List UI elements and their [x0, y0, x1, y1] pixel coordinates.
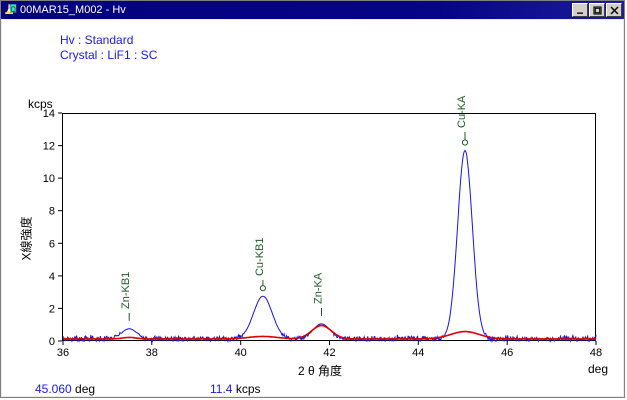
svg-text:42: 42 — [323, 347, 335, 359]
svg-text:8: 8 — [49, 206, 55, 218]
svg-text:2: 2 — [49, 303, 55, 315]
svg-text:40: 40 — [235, 347, 247, 359]
svg-text:44: 44 — [412, 347, 424, 359]
svg-text:4: 4 — [49, 271, 55, 283]
svg-text:38: 38 — [146, 347, 158, 359]
svg-text:0: 0 — [49, 336, 55, 348]
svg-text:36: 36 — [57, 347, 69, 359]
svg-text:46: 46 — [501, 347, 513, 359]
svg-text:10: 10 — [43, 173, 55, 185]
svg-text:6: 6 — [49, 238, 55, 250]
svg-text:14: 14 — [43, 108, 55, 120]
svg-text:48: 48 — [590, 347, 602, 359]
svg-text:Zn-KA: Zn-KA — [313, 272, 325, 304]
svg-text:Cu-KB1: Cu-KB1 — [254, 237, 266, 276]
svg-text:12: 12 — [43, 141, 55, 153]
svg-text:Zn-KB1: Zn-KB1 — [120, 272, 132, 309]
svg-text:Cu-KA: Cu-KA — [456, 95, 468, 128]
